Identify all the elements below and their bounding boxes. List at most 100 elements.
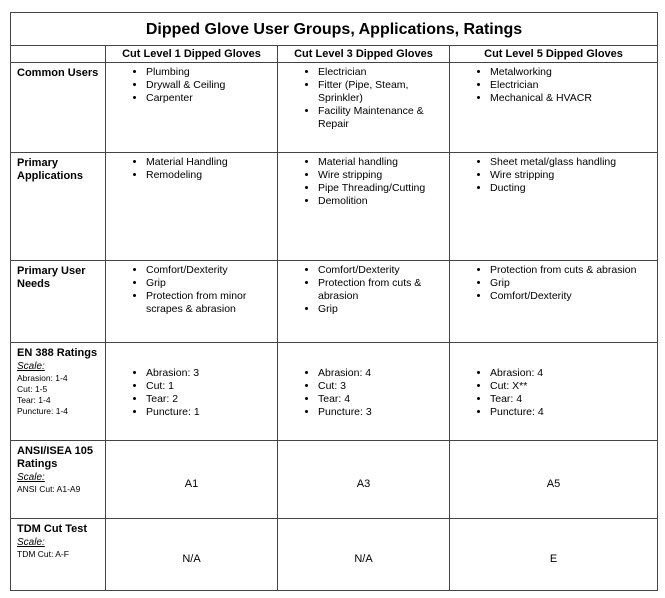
list-cell: Abrasion: 3Cut: 1Tear: 2Puncture: 1: [105, 342, 278, 441]
bullet-list: PlumbingDrywall & CeilingCarpenter: [106, 63, 277, 105]
row-label: TDM Cut Test: [17, 523, 88, 535]
bullet-item: Electrician: [490, 79, 653, 92]
row-label: ANSI/ISEA 105 Ratings: [17, 445, 94, 470]
list-cell: Sheet metal/glass handlingWire stripping…: [448, 152, 659, 261]
bullet-item: Tear: 4: [318, 393, 445, 406]
bullet-item: Grip: [490, 277, 653, 290]
bullet-list: Material handlingWire strippingPipe Thre…: [278, 153, 449, 208]
bullet-item: Remodeling: [146, 169, 273, 182]
scale-label: Scale:: [17, 472, 45, 483]
bullet-item: Tear: 4: [490, 393, 653, 406]
bullet-item: Puncture: 4: [490, 406, 653, 419]
value-cell: A3: [277, 440, 450, 519]
value-cell: A1: [105, 440, 278, 519]
bullet-item: Grip: [146, 277, 273, 290]
value-cell: E: [448, 518, 659, 591]
table-row: Primary Applications Material HandlingRem…: [10, 152, 659, 261]
list-cell: Protection from cuts & abrasionGripComfo…: [448, 260, 659, 343]
row-label-cell: Primary Applications: [10, 152, 106, 261]
bullet-item: Material handling: [318, 156, 445, 169]
value-cell: N/A: [105, 518, 278, 591]
bullet-list: Sheet metal/glass handlingWire stripping…: [450, 153, 657, 195]
list-cell: Comfort/DexterityGripProtection from min…: [105, 260, 278, 343]
bullet-item: Wire stripping: [490, 169, 653, 182]
bullet-item: Mechanical & HVACR: [490, 92, 653, 105]
bullet-item: Material Handling: [146, 156, 273, 169]
bullet-item: Protection from minor scrapes & abrasion: [146, 290, 273, 316]
row-label-cell: TDM Cut Test Scale: TDM Cut: A-F: [10, 518, 106, 591]
row-label-cell: EN 388 Ratings Scale: Abrasion: 1-4 Cut: 1-…: [10, 342, 106, 441]
bullet-item: Abrasion: 4: [490, 367, 653, 380]
bullet-list: Material HandlingRemodeling: [106, 153, 277, 182]
table-body: Dipped Glove User Groups, Applications, …: [9, 12, 659, 591]
list-cell: Material handlingWire strippingPipe Thre…: [277, 152, 450, 261]
list-cell: PlumbingDrywall & CeilingCarpenter: [105, 62, 278, 153]
value-cell: A5: [448, 440, 659, 519]
bullet-list: Comfort/DexterityGripProtection from min…: [106, 261, 277, 316]
bullet-list: Abrasion: 3Cut: 1Tear: 2Puncture: 1: [106, 364, 277, 419]
column-header: Cut Level 1 Dipped Gloves: [105, 45, 278, 63]
scale-label: Scale:: [17, 361, 45, 372]
table-row: EN 388 Ratings Scale: Abrasion: 1-4 Cut: 1-…: [10, 342, 659, 441]
scale-label: Scale:: [17, 537, 45, 548]
bullet-item: Carpenter: [146, 92, 273, 105]
list-cell: MetalworkingElectricianMechanical & HVAC…: [448, 62, 659, 153]
bullet-item: Abrasion: 4: [318, 367, 445, 380]
bullet-item: Drywall & Ceiling: [146, 79, 273, 92]
scale-item: Puncture: 1-4: [17, 406, 69, 416]
row-label: Primary User Needs: [17, 265, 86, 290]
bullet-item: Tear: 2: [146, 393, 273, 406]
row-label: Primary Applications: [17, 157, 84, 182]
bullet-item: Cut: 1: [146, 380, 273, 393]
bullet-item: Metalworking: [490, 66, 653, 79]
bullet-item: Comfort/Dexterity: [146, 264, 273, 277]
bullet-item: Wire stripping: [318, 169, 445, 182]
row-label-cell: ANSI/ISEA 105 Ratings Scale: ANSI Cut: A1-…: [10, 440, 106, 519]
corner-cell: [10, 45, 106, 63]
bullet-item: Comfort/Dexterity: [490, 290, 653, 303]
value-cell: N/A: [277, 518, 450, 591]
bullet-item: Plumbing: [146, 66, 273, 79]
scale-item: Tear: 1-4: [17, 395, 51, 405]
table-row: Primary User NeedsComfort/DexterityGripP…: [10, 260, 659, 343]
bullet-item: Fitter (Pipe, Steam, Sprinkler): [318, 79, 445, 105]
bullet-item: Ducting: [490, 182, 653, 195]
table-row: ANSI/ISEA 105 Ratings Scale: ANSI Cut: A1-…: [10, 440, 659, 519]
bullet-item: Cut: X**: [490, 380, 653, 393]
bullet-item: Sheet metal/glass handling: [490, 156, 653, 169]
ratings-table: Dipped Glove User Groups, Applications, …: [9, 12, 659, 591]
table-row: Common Users PlumbingDrywall & CeilingCar…: [10, 62, 659, 153]
bullet-item: Protection from cuts & abrasion: [490, 264, 653, 277]
bullet-item: Abrasion: 3: [146, 367, 273, 380]
header-row: Cut Level 1 Dipped Gloves Cut Level 3 Dip…: [10, 45, 659, 63]
row-label-cell: Common Users: [10, 62, 106, 153]
bullet-list: Protection from cuts & abrasionGripComfo…: [450, 261, 657, 303]
column-header: Cut Level 5 Dipped Gloves: [448, 45, 659, 63]
row-label: EN 388 Ratings: [17, 347, 98, 359]
list-cell: Material HandlingRemodeling: [105, 152, 278, 261]
title-row: Dipped Glove User Groups, Applications, …: [9, 12, 659, 46]
scale-item: Cut: 1-5: [17, 384, 48, 394]
bullet-item: Puncture: 1: [146, 406, 273, 419]
bullet-list: ElectricianFitter (Pipe, Steam, Sprinkle…: [278, 63, 449, 131]
bullet-item: Puncture: 3: [318, 406, 445, 419]
row-label: Common Users: [17, 67, 99, 79]
table-row: TDM Cut Test Scale: TDM Cut: A-F N/A N/A E: [10, 518, 659, 591]
scale-item: TDM Cut: A-F: [17, 549, 69, 559]
bullet-list: MetalworkingElectricianMechanical & HVAC…: [450, 63, 657, 105]
bullet-list: Comfort/DexterityProtection from cuts & …: [278, 261, 449, 316]
row-label-cell: Primary User Needs: [10, 260, 106, 343]
bullet-item: Protection from cuts & abrasion: [318, 277, 445, 303]
bullet-item: Cut: 3: [318, 380, 445, 393]
table-title: Dipped Glove User Groups, Applications, …: [9, 12, 659, 46]
bullet-item: Electrician: [318, 66, 445, 79]
bullet-item: Comfort/Dexterity: [318, 264, 445, 277]
column-header: Cut Level 3 Dipped Gloves: [277, 45, 450, 63]
bullet-item: Facility Maintenance & Repair: [318, 105, 445, 131]
list-cell: Comfort/DexterityProtection from cuts & …: [277, 260, 450, 343]
